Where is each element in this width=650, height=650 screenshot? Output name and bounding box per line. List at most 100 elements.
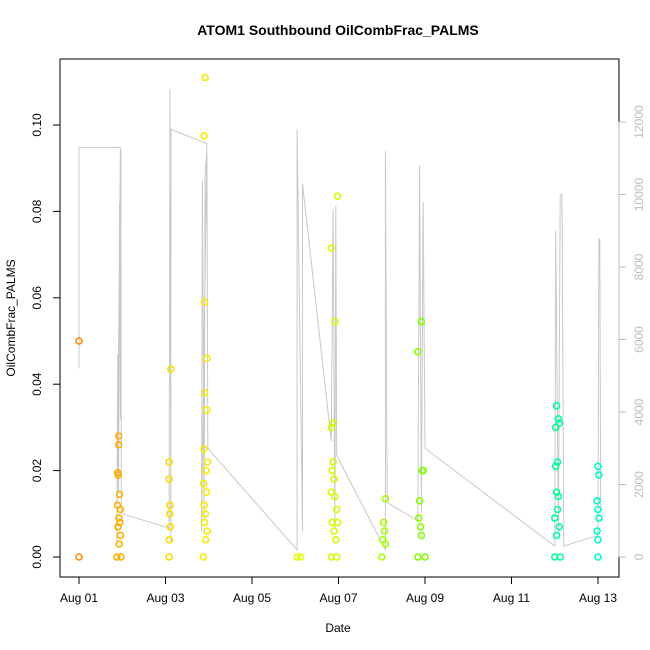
y-tick-label: 0.06 xyxy=(30,286,44,310)
y-tick-label: 0.04 xyxy=(30,372,44,396)
y-axis-label: OilCombFrac_PALMS xyxy=(4,259,18,376)
data-point xyxy=(114,522,122,531)
data-point xyxy=(332,553,341,561)
data-point xyxy=(200,132,208,140)
data-point xyxy=(114,471,122,479)
data-point xyxy=(200,518,209,527)
data-point xyxy=(201,73,209,82)
data-point xyxy=(331,317,339,326)
data-point xyxy=(417,317,426,326)
data-point xyxy=(381,540,390,548)
data-point xyxy=(202,488,211,497)
data-point xyxy=(556,553,565,561)
data-point xyxy=(116,505,125,514)
data-point xyxy=(377,553,386,561)
x-tick-label: Aug 11 xyxy=(493,591,530,605)
x-axis-label: Date xyxy=(325,621,351,635)
data-point xyxy=(166,522,175,531)
y-right-tick-label: 0 xyxy=(632,553,646,560)
data-point xyxy=(114,432,123,440)
data-point xyxy=(595,471,603,479)
y-right-tick-label: 4000 xyxy=(632,398,646,425)
data-point xyxy=(594,535,602,544)
x-tick-label: Aug 05 xyxy=(233,591,271,605)
data-point xyxy=(113,553,121,561)
data-point xyxy=(200,445,208,453)
data-point xyxy=(594,553,602,561)
data-point xyxy=(199,553,208,561)
data-point xyxy=(203,406,211,414)
data-point xyxy=(327,423,336,432)
data-point xyxy=(594,462,602,471)
data-point xyxy=(202,466,210,475)
y-right-tick-label: 2000 xyxy=(632,471,646,498)
line-layer xyxy=(78,89,602,552)
y-tick-label: 0.00 xyxy=(30,545,44,569)
data-point xyxy=(116,531,125,540)
data-point xyxy=(165,458,173,466)
data-point xyxy=(327,244,336,252)
data-point xyxy=(327,488,336,497)
data-point xyxy=(293,553,301,561)
data-point xyxy=(165,475,173,484)
data-point xyxy=(333,518,342,527)
data-point xyxy=(593,496,601,505)
data-point xyxy=(165,553,173,561)
data-point xyxy=(331,535,340,544)
data-point xyxy=(165,535,174,544)
x-tick-label: Aug 13 xyxy=(579,591,617,605)
x-tick-label: Aug 01 xyxy=(60,591,98,605)
data-point xyxy=(328,466,337,475)
data-point xyxy=(415,496,424,505)
data-point xyxy=(551,423,560,432)
data-point xyxy=(332,505,341,514)
data-point xyxy=(379,518,388,527)
data-point xyxy=(330,475,338,484)
y-right-tick-label: 10000 xyxy=(632,177,646,211)
data-point xyxy=(116,518,124,527)
data-point xyxy=(381,494,390,503)
y-tick-label: 0.10 xyxy=(30,113,44,137)
data-point xyxy=(166,501,174,510)
data-point xyxy=(418,466,427,475)
data-point xyxy=(331,492,339,501)
data-point xyxy=(200,298,209,306)
x-tick-label: Aug 03 xyxy=(146,591,184,605)
background-series-line xyxy=(78,89,602,552)
data-point xyxy=(554,492,563,501)
data-point xyxy=(75,553,83,561)
x-axis: Aug 01 Aug 03 Aug 05 Aug 07 Aug 09 Aug 11 Aug … xyxy=(60,576,617,605)
data-point xyxy=(201,535,210,544)
point-layer xyxy=(75,73,603,561)
y-right-tick-label: 6000 xyxy=(632,326,646,353)
data-point xyxy=(203,527,211,535)
data-point xyxy=(199,479,208,488)
data-point xyxy=(594,505,602,514)
data-point xyxy=(413,553,422,561)
y-tick-label: 0.08 xyxy=(30,199,44,223)
data-point xyxy=(551,462,560,471)
data-point xyxy=(75,337,83,345)
data-point xyxy=(201,509,210,518)
data-point xyxy=(417,531,426,540)
data-point xyxy=(203,458,212,466)
y-right-tick-label: 8000 xyxy=(632,253,646,280)
data-point xyxy=(115,540,123,548)
data-point xyxy=(416,522,425,531)
data-point xyxy=(117,553,125,561)
data-point xyxy=(413,347,422,356)
data-point xyxy=(550,514,559,522)
data-point xyxy=(330,527,338,535)
y-tick-label: 0.02 xyxy=(30,459,44,483)
y-right-tick-label: 12000 xyxy=(632,105,646,139)
data-point xyxy=(414,514,423,522)
data-point xyxy=(200,501,208,510)
data-point xyxy=(114,440,123,449)
data-point xyxy=(553,505,562,514)
data-point xyxy=(555,419,564,427)
data-point xyxy=(595,514,603,522)
data-point xyxy=(165,509,174,518)
data-point xyxy=(203,354,211,363)
y-axis-left: 0.00 0.02 0.04 0.06 0.08 0.10 xyxy=(30,113,61,569)
